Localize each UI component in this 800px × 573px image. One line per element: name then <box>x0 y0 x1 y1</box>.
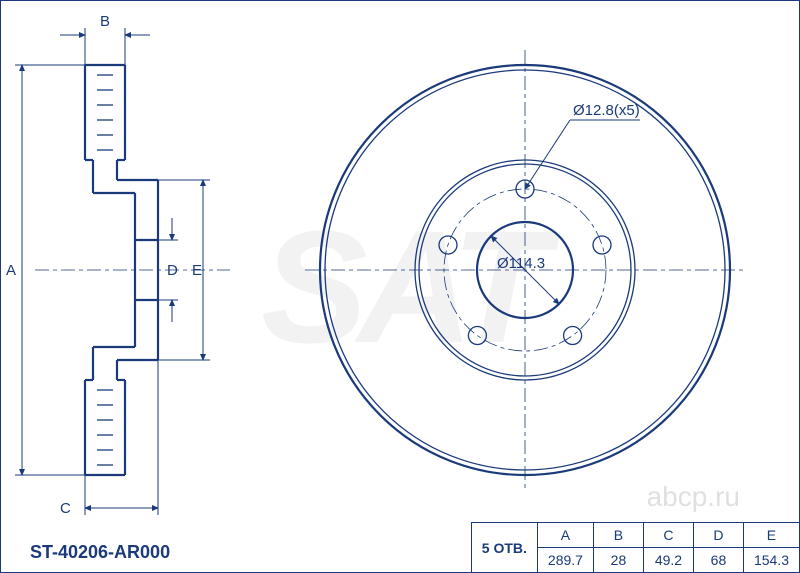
val-B: 28 <box>593 548 643 573</box>
col-E: E <box>743 523 799 548</box>
val-E: 154.3 <box>743 548 799 573</box>
dimension-table: 5 ОТВ. A B C D E 289.7 28 49.2 68 154.3 <box>471 522 800 573</box>
val-C: 49.2 <box>643 548 693 573</box>
table-header-row: 5 ОТВ. A B C D E <box>471 523 799 548</box>
dim-D-label: D <box>167 262 178 279</box>
val-A: 289.7 <box>537 548 593 573</box>
val-D: 68 <box>693 548 743 573</box>
bolt-dia-label: Ø12.8(x5) <box>573 102 640 119</box>
col-D: D <box>693 523 743 548</box>
dim-C-label: C <box>60 500 71 517</box>
col-B: B <box>593 523 643 548</box>
col-C: C <box>643 523 693 548</box>
front-view: Ø114.3 Ø12.8(x5) <box>305 50 745 490</box>
side-view: A B C D E <box>6 13 230 517</box>
col-A: A <box>537 523 593 548</box>
dim-B-label: B <box>100 13 110 30</box>
hub-dia-label: Ø114.3 <box>497 255 545 272</box>
part-number: ST-40206-AR000 <box>30 542 170 563</box>
technical-drawing: Ø114.3 Ø12.8(x5) <box>0 0 800 573</box>
dim-A-label: A <box>6 262 16 279</box>
holes-count-cell: 5 ОТВ. <box>471 523 537 573</box>
dim-E-label: E <box>192 262 202 279</box>
